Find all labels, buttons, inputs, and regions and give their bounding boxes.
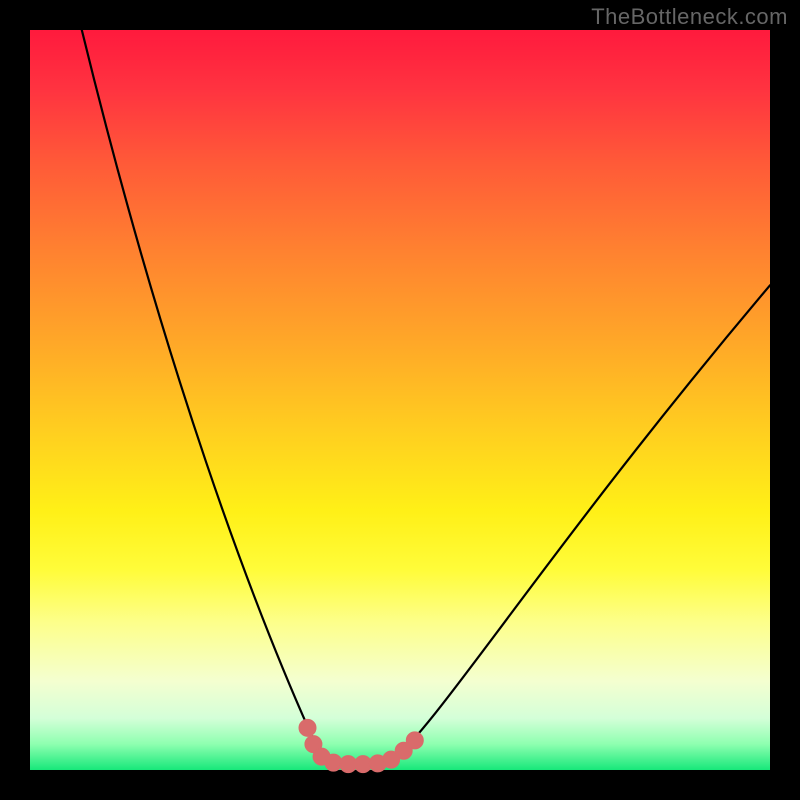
watermark-text: TheBottleneck.com (591, 4, 788, 30)
valley-marker (406, 732, 423, 749)
chart-stage: TheBottleneck.com (0, 0, 800, 800)
bottleneck-chart (0, 0, 800, 800)
plot-gradient (30, 30, 770, 770)
valley-marker (299, 719, 316, 736)
